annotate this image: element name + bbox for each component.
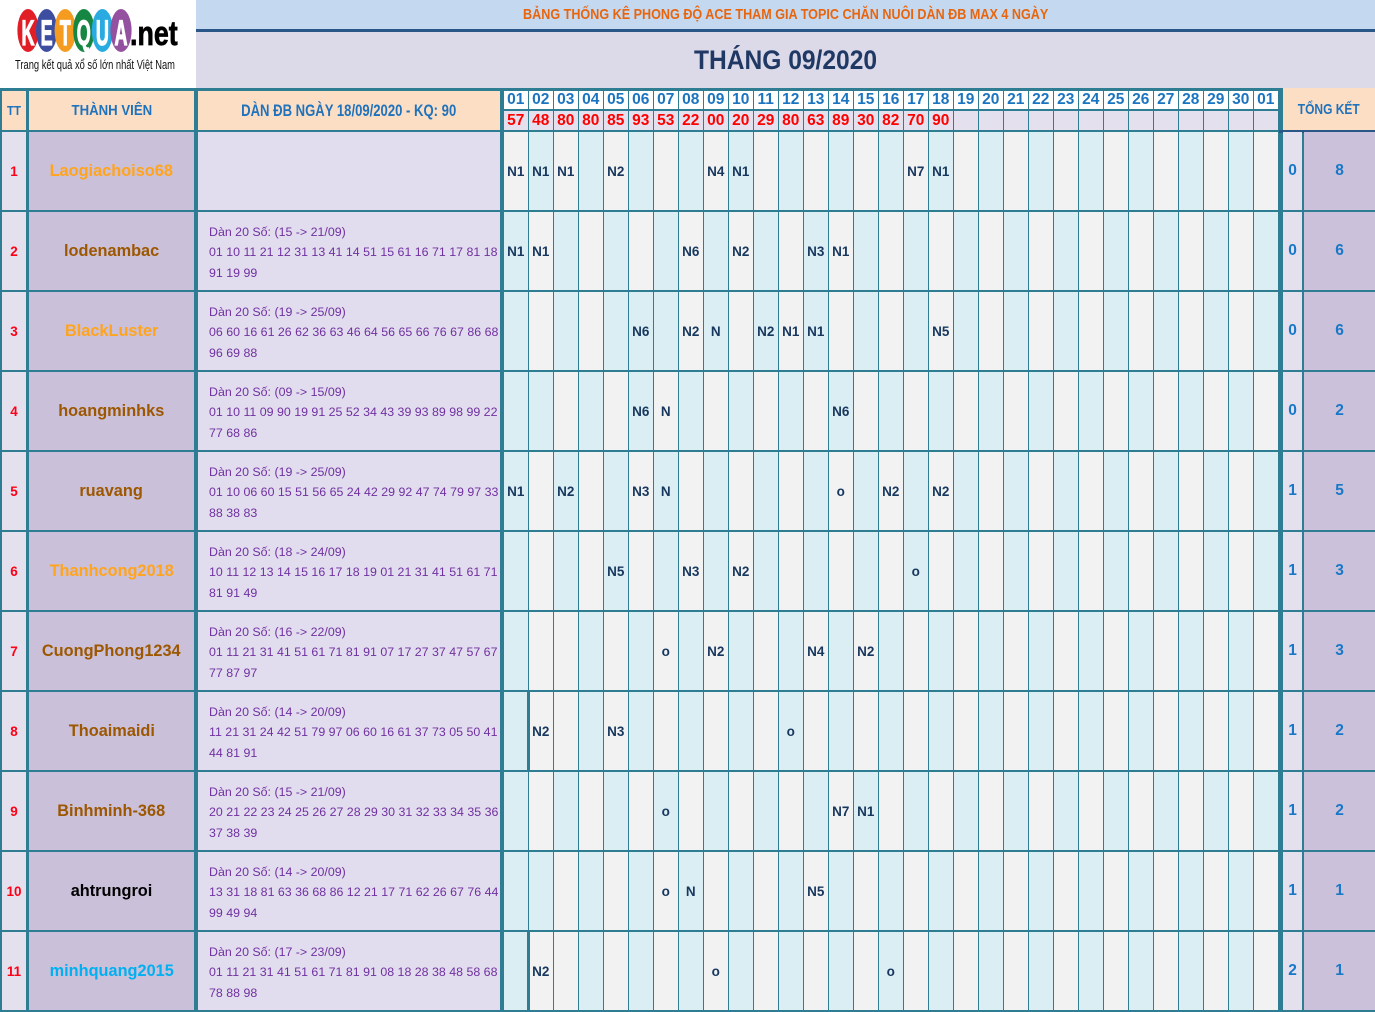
svg-text:Trang kết quả xổ số lớn nhất V: Trang kết quả xổ số lớn nhất Việt Nam xyxy=(15,59,175,73)
svg-text:Q: Q xyxy=(77,14,91,53)
svg-text:T: T xyxy=(60,14,71,53)
svg-text:A: A xyxy=(115,14,128,53)
svg-text:E: E xyxy=(41,14,53,53)
svg-text:.net: .net xyxy=(130,15,178,53)
svg-text:U: U xyxy=(96,14,109,53)
svg-text:K: K xyxy=(22,14,35,53)
